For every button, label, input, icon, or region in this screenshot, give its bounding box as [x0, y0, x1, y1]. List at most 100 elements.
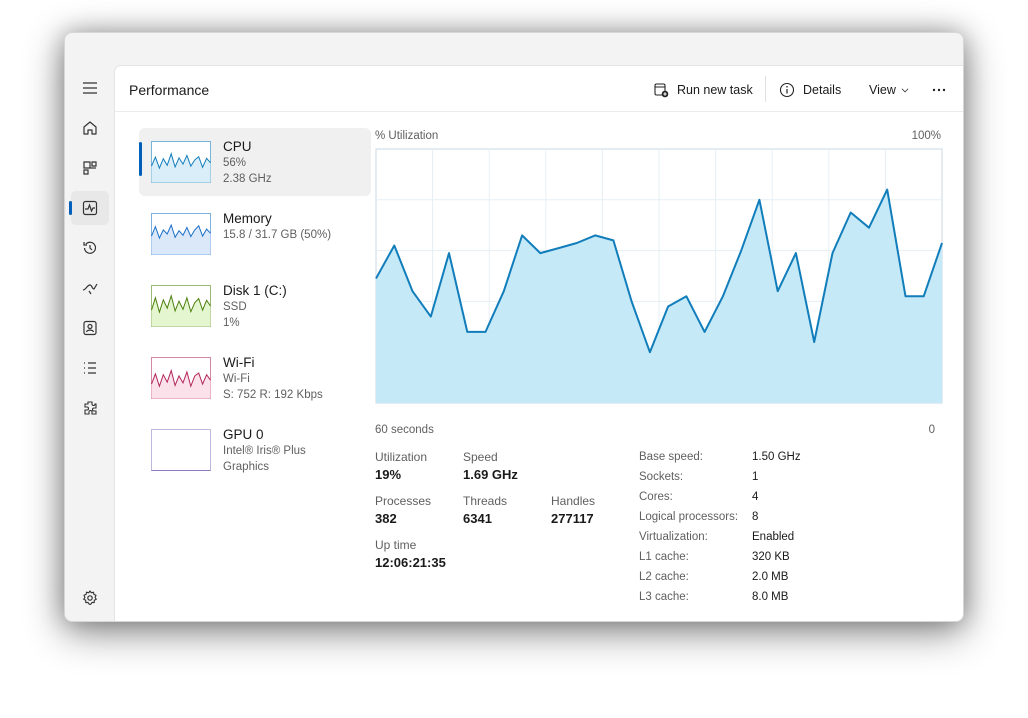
graph-x-label: 60 seconds [375, 424, 434, 436]
cpu-thumbnail-graph [151, 141, 211, 183]
nav-performance[interactable] [69, 191, 109, 225]
thumbnail-frame [151, 429, 211, 471]
hamburger-menu-button[interactable] [71, 71, 109, 105]
view-dropdown[interactable]: View [869, 76, 910, 104]
spec-value: 320 KB [752, 551, 790, 563]
more-icon [932, 88, 946, 92]
resource-item-gpu[interactable]: GPU 0 Intel® Iris® Plus Graphics [139, 416, 371, 484]
run-new-task-button[interactable]: Run new task [653, 76, 753, 104]
uptime-value: 12:06:21:35 [375, 555, 446, 570]
thumbnail-line [151, 223, 211, 240]
resource-detail: 2.38 GHz [223, 173, 272, 185]
graph-line [375, 188, 943, 354]
run-new-task-icon [654, 83, 669, 98]
nav-history[interactable] [71, 231, 109, 265]
spec-value: 2.0 MB [752, 571, 789, 583]
home-icon [83, 121, 97, 135]
processes-label: Processes [375, 494, 432, 508]
resource-detail: Wi-Fi [223, 373, 250, 385]
resource-name: CPU [223, 139, 252, 154]
resource-detail: SSD [223, 301, 247, 313]
services-icon [84, 401, 97, 415]
toolbar-separator [765, 76, 766, 102]
resource-item-memory[interactable]: Memory 15.8 / 31.7 GB (50%) [139, 200, 371, 268]
threads-value: 6341 [463, 511, 492, 526]
handles-label: Handles [551, 494, 596, 508]
resource-name: Disk 1 (C:) [223, 283, 287, 298]
nav-startup-apps[interactable] [71, 271, 109, 305]
spec-value: 8 [752, 511, 759, 523]
content-surface: Performance Run new task Details View [114, 65, 963, 621]
thumbnail-line [151, 294, 211, 314]
thumbnail-line [151, 152, 211, 170]
nav-services[interactable] [71, 391, 109, 425]
spec-label: Logical processors: [639, 511, 739, 523]
resource-name: Memory [223, 211, 272, 226]
page-header: Performance Run new task Details View [115, 66, 963, 112]
nav-app-history[interactable] [71, 151, 109, 185]
processes-icon [83, 161, 97, 175]
processes-value: 382 [375, 511, 397, 526]
resource-detail: Graphics [223, 461, 270, 473]
resource-detail: 15.8 / 31.7 GB (50%) [223, 229, 332, 241]
spec-label: L2 cache: [639, 571, 689, 583]
cpu-utilization-graph [375, 148, 943, 404]
performance-icon [82, 200, 98, 216]
resource-detail: 56% [223, 157, 247, 169]
info-icon [779, 82, 795, 98]
page-title: Performance [129, 82, 210, 98]
more-options-button[interactable] [931, 76, 947, 104]
chevron-down-icon [901, 88, 909, 93]
utilization-label: Utilization [375, 450, 428, 464]
wifi-thumbnail-graph [151, 357, 211, 399]
spec-label: Sockets: [639, 471, 684, 483]
nav-users[interactable] [71, 311, 109, 345]
gpu-thumbnail-graph [151, 429, 211, 471]
spec-value: 8.0 MB [752, 591, 789, 603]
thumbnail-area [151, 370, 211, 399]
spec-value: 4 [752, 491, 759, 503]
spec-label: L1 cache: [639, 551, 689, 563]
resource-item-cpu[interactable]: CPU 56% 2.38 GHz [139, 128, 371, 196]
view-label: View [869, 83, 896, 97]
users-icon [83, 320, 97, 336]
spec-value: Enabled [752, 531, 795, 543]
thumbnail-area [151, 295, 211, 327]
threads-label: Threads [463, 494, 508, 508]
spec-value: 1.50 GHz [752, 451, 801, 463]
graph-y-label: % Utilization [375, 130, 439, 142]
details-icon [84, 362, 96, 374]
graph-y-max-label: 100% [911, 130, 941, 142]
resource-detail: S: 752 R: 192 Kbps [223, 389, 323, 401]
settings-icon [83, 590, 97, 605]
nav-settings[interactable] [71, 581, 109, 615]
speed-value: 1.69 GHz [463, 467, 518, 482]
utilization-value: 19% [375, 467, 402, 482]
resource-name: GPU 0 [223, 427, 264, 442]
resource-name: Wi-Fi [223, 355, 255, 370]
spec-label: Virtualization: [639, 531, 708, 543]
disk-thumbnail-graph [151, 285, 211, 327]
resource-item-wifi[interactable]: Wi-Fi Wi-Fi S: 752 R: 192 Kbps [139, 344, 371, 412]
resource-item-disk[interactable]: Disk 1 (C:) SSD 1% [139, 272, 371, 340]
spec-label: Cores: [639, 491, 673, 503]
task-manager-window: Performance Run new task Details View [64, 32, 964, 622]
uptime-label: Up time [375, 538, 417, 552]
nav-details[interactable] [71, 351, 109, 385]
spec-label: L3 cache: [639, 591, 689, 603]
hamburger-icon [83, 82, 97, 94]
graph-x-min-label: 0 [928, 424, 935, 436]
speed-label: Speed [463, 450, 498, 464]
spec-label: Base speed: [639, 451, 703, 463]
thumbnail-line [151, 368, 211, 388]
resource-list: CPU 56% 2.38 GHz Memory 15.8 / 31.7 GB (… [139, 128, 371, 488]
nav-rail [65, 33, 114, 621]
details-button[interactable]: Details [779, 76, 841, 104]
resource-detail: Intel® Iris® Plus [223, 445, 306, 457]
history-icon [83, 241, 97, 254]
handles-value: 277117 [551, 511, 594, 526]
resource-detail: 1% [223, 317, 240, 329]
nav-processes-home[interactable] [71, 111, 109, 145]
startup-icon [82, 283, 98, 295]
memory-thumbnail-graph [151, 213, 211, 255]
